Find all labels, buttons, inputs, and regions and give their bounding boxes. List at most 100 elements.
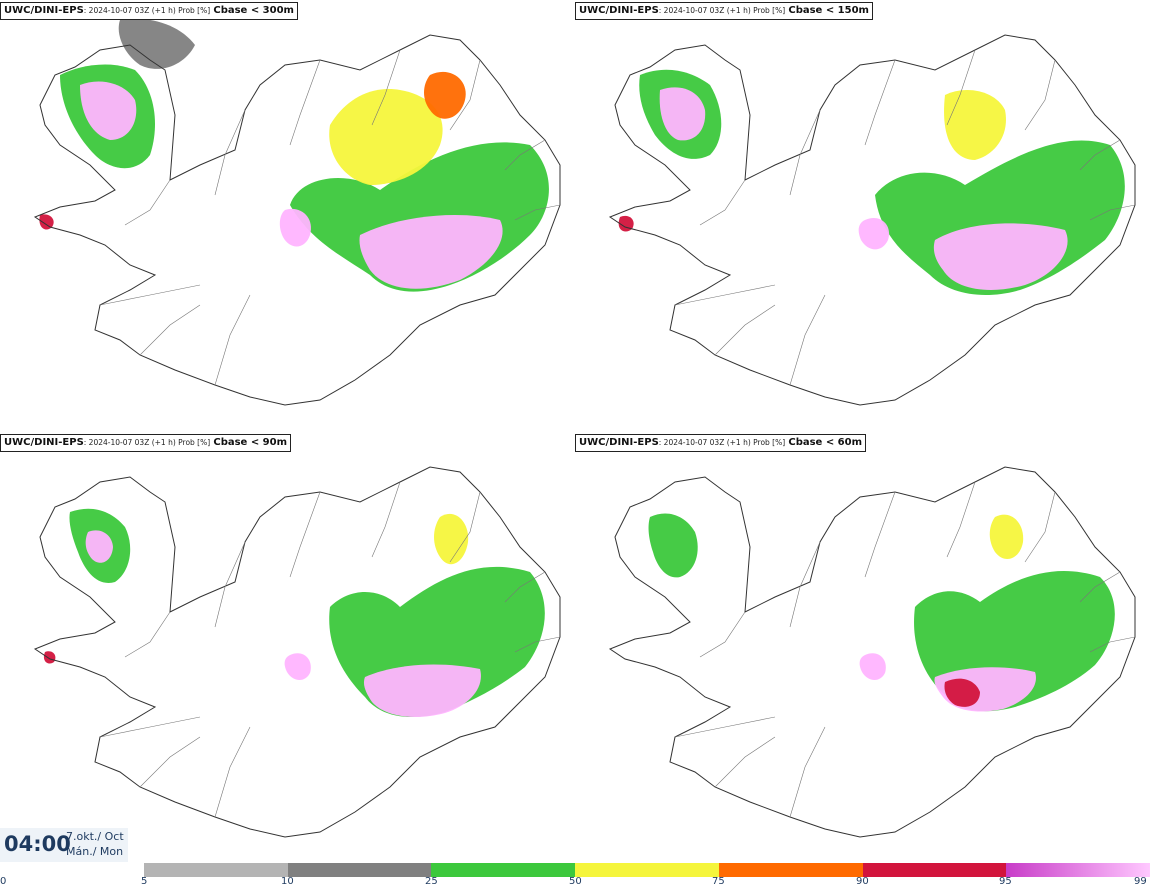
road-line: [139, 736, 201, 788]
colorbar-tick-label: 75: [712, 876, 725, 887]
colorbar-bin: [718, 863, 863, 877]
probability-area: [858, 217, 890, 250]
road-line: [371, 49, 401, 126]
road-line: [699, 611, 746, 658]
road-line: [99, 284, 201, 306]
road-line: [504, 139, 546, 171]
model-name: UWC/DINI-EPS: [4, 5, 84, 16]
coastline: [608, 466, 1136, 838]
coastline: [33, 466, 561, 838]
map-panel-150m: UWC/DINI-EPS: 2024-10-07 03Z (+1 h) Prob…: [575, 0, 1150, 432]
run-info: : 2024-10-07 03Z (+1 h) Prob [%]: [658, 6, 786, 15]
panel-title: UWC/DINI-EPS: 2024-10-07 03Z (+1 h) Prob…: [575, 2, 873, 20]
road-line: [139, 304, 201, 356]
map-panel-90m: UWC/DINI-EPS: 2024-10-07 03Z (+1 h) Prob…: [0, 432, 575, 864]
colorbar: [144, 863, 1150, 877]
colorbar-tick-label: 25: [425, 876, 438, 887]
probability-area: [659, 87, 706, 141]
road-line: [99, 716, 201, 738]
road-line: [714, 304, 776, 356]
colorbar-tick-label: 50: [569, 876, 582, 887]
road-line: [289, 491, 321, 578]
valid-day: Mán./ Mon: [66, 845, 124, 858]
probability-area: [85, 530, 113, 563]
colorbar-bin: [287, 863, 432, 877]
model-name: UWC/DINI-EPS: [579, 437, 659, 448]
valid-date: 7.okt./ Oct: [66, 830, 124, 843]
coastline: [608, 34, 1136, 406]
iceland-map: [33, 18, 561, 406]
colorbar-bin: [431, 863, 576, 877]
valid-time-box: 04:00 7.okt./ Oct Mán./ Mon: [0, 828, 128, 862]
iceland-map: [608, 34, 1136, 406]
colorbar-tick-label: 95: [999, 876, 1012, 887]
panel-title: UWC/DINI-EPS: 2024-10-07 03Z (+1 h) Prob…: [0, 2, 298, 20]
colorbar-tick-label: 10: [281, 876, 294, 887]
colorbar-tick-label: 0: [0, 876, 7, 887]
road-line: [289, 59, 321, 146]
probability-area: [933, 223, 1068, 290]
road-line: [946, 481, 976, 558]
colorbar-tick-label: 90: [856, 876, 869, 887]
probability-area: [424, 71, 466, 119]
probability-area: [39, 214, 54, 230]
road-line: [214, 109, 246, 196]
probability-area: [43, 651, 56, 664]
iceland-map: [608, 466, 1136, 838]
probability-area: [329, 89, 443, 185]
probability-area: [80, 81, 137, 140]
probability-area: [279, 208, 311, 247]
panel-title: UWC/DINI-EPS: 2024-10-07 03Z (+1 h) Prob…: [0, 434, 292, 452]
road-line: [674, 716, 776, 738]
road-line: [699, 179, 746, 226]
road-line: [124, 611, 171, 658]
road-line: [1079, 571, 1121, 603]
probability-area: [944, 90, 1006, 160]
run-info: : 2024-10-07 03Z (+1 h) Prob [%]: [83, 438, 211, 447]
probability-area: [434, 513, 469, 565]
road-line: [674, 284, 776, 306]
road-line: [214, 541, 246, 628]
probability-area: [363, 664, 481, 718]
colorbar-bin: [862, 863, 1007, 877]
map-panel-60m: UWC/DINI-EPS: 2024-10-07 03Z (+1 h) Prob…: [575, 432, 1150, 864]
road-line: [946, 49, 976, 126]
road-line: [1079, 139, 1121, 171]
colorbar-tick-label: 99: [1134, 876, 1147, 887]
road-line: [449, 59, 481, 131]
probability-area: [944, 678, 980, 707]
road-line: [214, 726, 251, 818]
probability-area: [284, 653, 311, 681]
probability-area: [648, 513, 698, 578]
road-line: [789, 109, 821, 196]
variable-label: Cbase < 90m: [213, 437, 288, 448]
valid-time: 04:00: [4, 832, 71, 856]
probability-area: [989, 514, 1024, 560]
probability-area: [118, 18, 195, 69]
road-line: [514, 204, 561, 221]
iceland-map: [33, 466, 561, 838]
variable-label: Cbase < 300m: [213, 5, 294, 16]
panel-title: UWC/DINI-EPS: 2024-10-07 03Z (+1 h) Prob…: [575, 434, 867, 452]
model-name: UWC/DINI-EPS: [4, 437, 84, 448]
probability-area: [359, 215, 503, 289]
colorbar-bin: [575, 863, 719, 877]
road-line: [864, 59, 896, 146]
road-line: [371, 481, 401, 558]
map-panel-300m: UWC/DINI-EPS: 2024-10-07 03Z (+1 h) Prob…: [0, 0, 575, 432]
colorbar-bin: [1006, 863, 1150, 877]
model-name: UWC/DINI-EPS: [579, 5, 659, 16]
colorbar-tick-label: 5: [141, 876, 148, 887]
probability-area: [618, 215, 634, 232]
road-line: [1024, 491, 1056, 563]
road-line: [864, 491, 896, 578]
road-line: [1024, 59, 1056, 131]
road-line: [789, 294, 826, 386]
road-line: [214, 294, 251, 386]
variable-label: Cbase < 60m: [788, 437, 863, 448]
variable-label: Cbase < 150m: [788, 5, 869, 16]
road-line: [1089, 204, 1136, 221]
road-line: [124, 179, 171, 226]
road-line: [789, 726, 826, 818]
road-line: [504, 571, 546, 603]
